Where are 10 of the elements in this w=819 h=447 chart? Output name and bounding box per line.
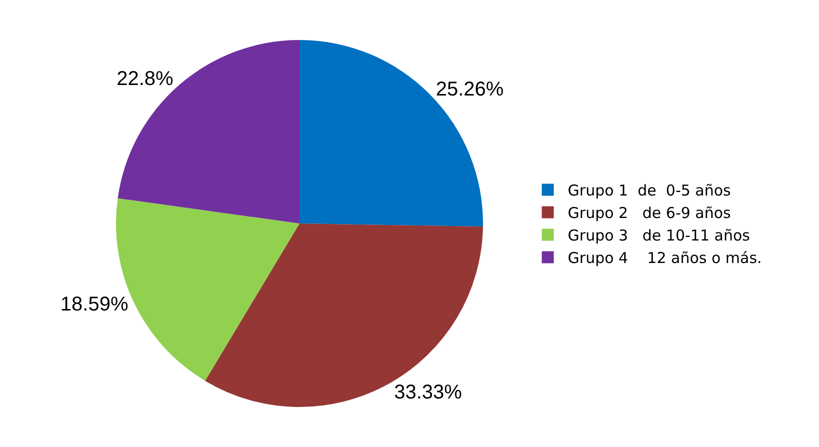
- pie-slice: [205, 224, 483, 407]
- legend-label: Grupo 1 de 0-5 años: [568, 182, 732, 200]
- data-label: 22.8%: [116, 68, 174, 90]
- data-label: 33.33%: [394, 381, 462, 404]
- legend-label: Grupo 3 de 10-11 años: [568, 226, 750, 245]
- data-label: 25.26%: [436, 78, 504, 100]
- legend-label: Grupo 2 de 6-9 años: [568, 204, 732, 222]
- data-label: 18.59%: [60, 294, 128, 316]
- legend-label: Grupo 4 12 años o más.: [568, 249, 762, 268]
- pie-slice: [118, 40, 300, 224]
